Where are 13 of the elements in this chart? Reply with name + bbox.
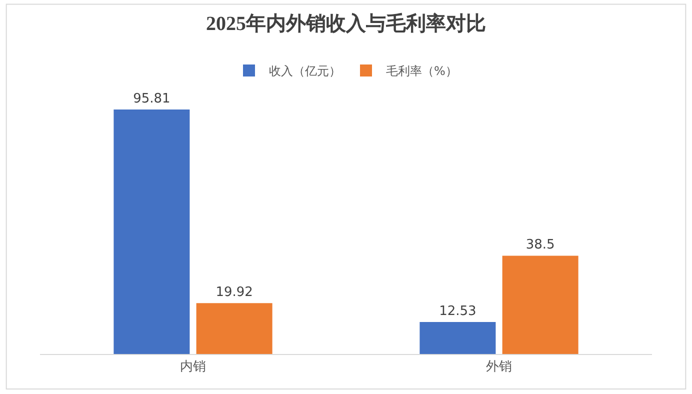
x-tick-label: 内销 [180,360,206,375]
data-label: 12.53 [439,304,476,320]
bar [502,256,578,354]
bar [420,322,496,354]
data-label: 19.92 [216,285,253,300]
data-label: 38.5 [526,238,555,253]
data-label: 95.81 [133,91,170,106]
bar [114,109,190,354]
chart-title: 2025年内外销收入与毛利率对比 [206,12,486,35]
legend-label: 收入（亿元） [269,64,341,78]
legend-label: 毛利率（%） [386,64,458,78]
bar [196,303,272,354]
x-tick-label: 外销 [486,360,512,375]
